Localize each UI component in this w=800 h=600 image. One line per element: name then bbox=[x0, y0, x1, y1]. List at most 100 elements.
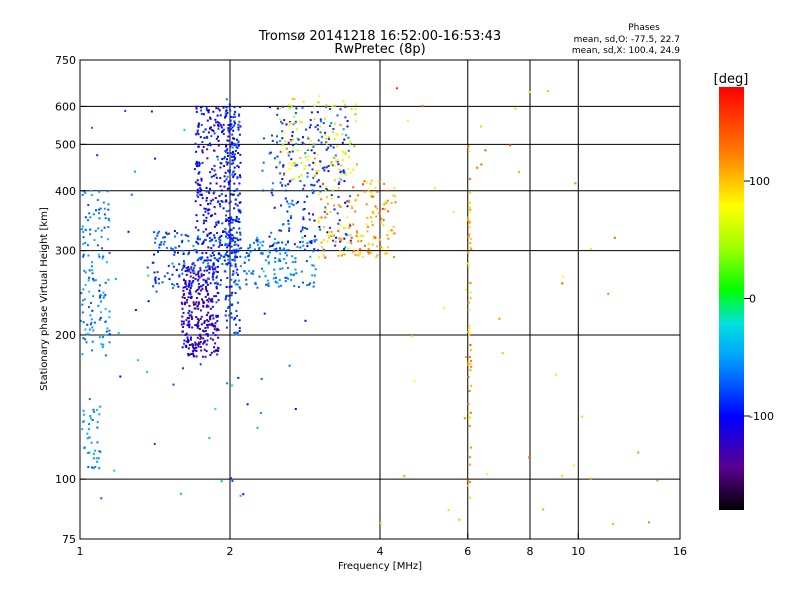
data-point-o bbox=[104, 320, 107, 323]
data-point-o bbox=[336, 212, 339, 215]
data-point-o bbox=[234, 203, 237, 206]
data-point-o bbox=[88, 276, 91, 279]
data-point-o bbox=[220, 189, 223, 192]
data-point-x bbox=[467, 363, 470, 366]
data-point-x bbox=[392, 194, 395, 197]
data-point-o bbox=[229, 221, 232, 224]
data-point-o bbox=[207, 131, 210, 134]
data-point-o bbox=[113, 469, 116, 472]
data-point-x bbox=[350, 205, 353, 208]
data-point-o bbox=[226, 148, 229, 151]
data-point-o bbox=[231, 133, 234, 136]
data-point-o bbox=[153, 253, 155, 256]
data-point-x bbox=[382, 219, 385, 222]
data-point-o bbox=[276, 107, 279, 110]
data-point-o bbox=[223, 259, 226, 262]
data-point-o bbox=[235, 231, 238, 234]
data-point-o bbox=[227, 127, 230, 130]
data-point-o bbox=[96, 421, 99, 424]
data-point-o bbox=[89, 216, 92, 219]
data-point-o bbox=[190, 284, 193, 287]
data-point-o bbox=[267, 249, 269, 252]
data-point-o bbox=[324, 206, 327, 209]
data-point-o bbox=[311, 184, 314, 187]
data-point-o bbox=[231, 159, 234, 162]
data-point-o bbox=[230, 252, 233, 254]
data-point-o bbox=[205, 286, 207, 288]
data-point-o bbox=[219, 177, 222, 179]
data-point-x bbox=[295, 128, 298, 131]
data-point-o bbox=[264, 259, 267, 262]
data-point-x bbox=[386, 199, 389, 202]
data-point-o bbox=[237, 220, 240, 223]
data-point-x bbox=[339, 205, 342, 208]
data-point-o bbox=[182, 294, 185, 297]
data-point-o bbox=[239, 231, 242, 234]
data-point-o bbox=[232, 272, 235, 275]
data-point-o bbox=[200, 289, 203, 292]
data-point-o bbox=[193, 267, 195, 270]
data-point-x bbox=[338, 168, 341, 171]
data-point-o bbox=[220, 162, 223, 165]
data-point-o bbox=[225, 254, 228, 256]
data-point-x bbox=[322, 254, 325, 257]
data-point-o bbox=[339, 240, 342, 243]
data-point-o bbox=[330, 122, 333, 125]
data-point-x bbox=[555, 373, 558, 376]
data-point-o bbox=[204, 279, 207, 282]
data-point-o bbox=[94, 279, 97, 282]
data-point-o bbox=[90, 189, 92, 192]
data-point-o bbox=[99, 316, 102, 319]
data-point-o bbox=[91, 466, 93, 469]
data-point-o bbox=[217, 124, 220, 126]
data-point-o bbox=[195, 349, 198, 352]
data-point-o bbox=[234, 265, 237, 268]
data-point-o bbox=[201, 141, 204, 143]
data-point-o bbox=[195, 107, 198, 110]
data-point-o bbox=[206, 283, 209, 286]
data-point-o bbox=[301, 226, 304, 229]
data-point-x bbox=[467, 484, 470, 487]
data-point-o bbox=[193, 303, 195, 306]
data-point-x bbox=[648, 521, 650, 524]
data-point-o bbox=[90, 265, 93, 268]
data-point-o bbox=[301, 236, 304, 239]
y-tick-label: 300 bbox=[55, 245, 76, 258]
data-point-o bbox=[253, 241, 255, 244]
data-point-x bbox=[342, 159, 345, 162]
data-point-o bbox=[207, 144, 210, 146]
data-point-o bbox=[163, 275, 166, 278]
data-point-o bbox=[206, 148, 209, 151]
data-point-x bbox=[367, 252, 370, 255]
data-point-x bbox=[458, 518, 461, 521]
data-point-o bbox=[181, 315, 184, 318]
data-point-x bbox=[467, 251, 470, 254]
data-point-o bbox=[197, 133, 200, 136]
data-point-o bbox=[235, 251, 238, 254]
data-point-o bbox=[234, 292, 237, 294]
data-point-o bbox=[196, 326, 199, 329]
data-point-o bbox=[304, 235, 307, 237]
data-point-o bbox=[229, 229, 232, 232]
data-point-o bbox=[305, 128, 308, 131]
data-point-o bbox=[204, 329, 207, 332]
data-point-o bbox=[288, 229, 290, 232]
data-point-o bbox=[313, 184, 316, 187]
data-point-o bbox=[197, 292, 200, 295]
data-point-o bbox=[277, 259, 280, 262]
data-point-x bbox=[486, 473, 489, 476]
data-point-o bbox=[88, 306, 90, 309]
data-point-x bbox=[333, 204, 336, 207]
data-point-o bbox=[219, 283, 222, 286]
data-point-o bbox=[217, 144, 220, 147]
data-point-o bbox=[294, 164, 297, 167]
data-point-x bbox=[383, 201, 386, 204]
data-point-o bbox=[199, 136, 202, 139]
data-point-x bbox=[359, 248, 362, 251]
data-point-o bbox=[274, 257, 277, 260]
data-point-o bbox=[299, 246, 302, 249]
data-point-o bbox=[182, 367, 184, 370]
chart-subtitle: RwPretec (8p) bbox=[334, 42, 425, 57]
data-point-o bbox=[182, 260, 185, 263]
data-point-o bbox=[89, 233, 92, 236]
